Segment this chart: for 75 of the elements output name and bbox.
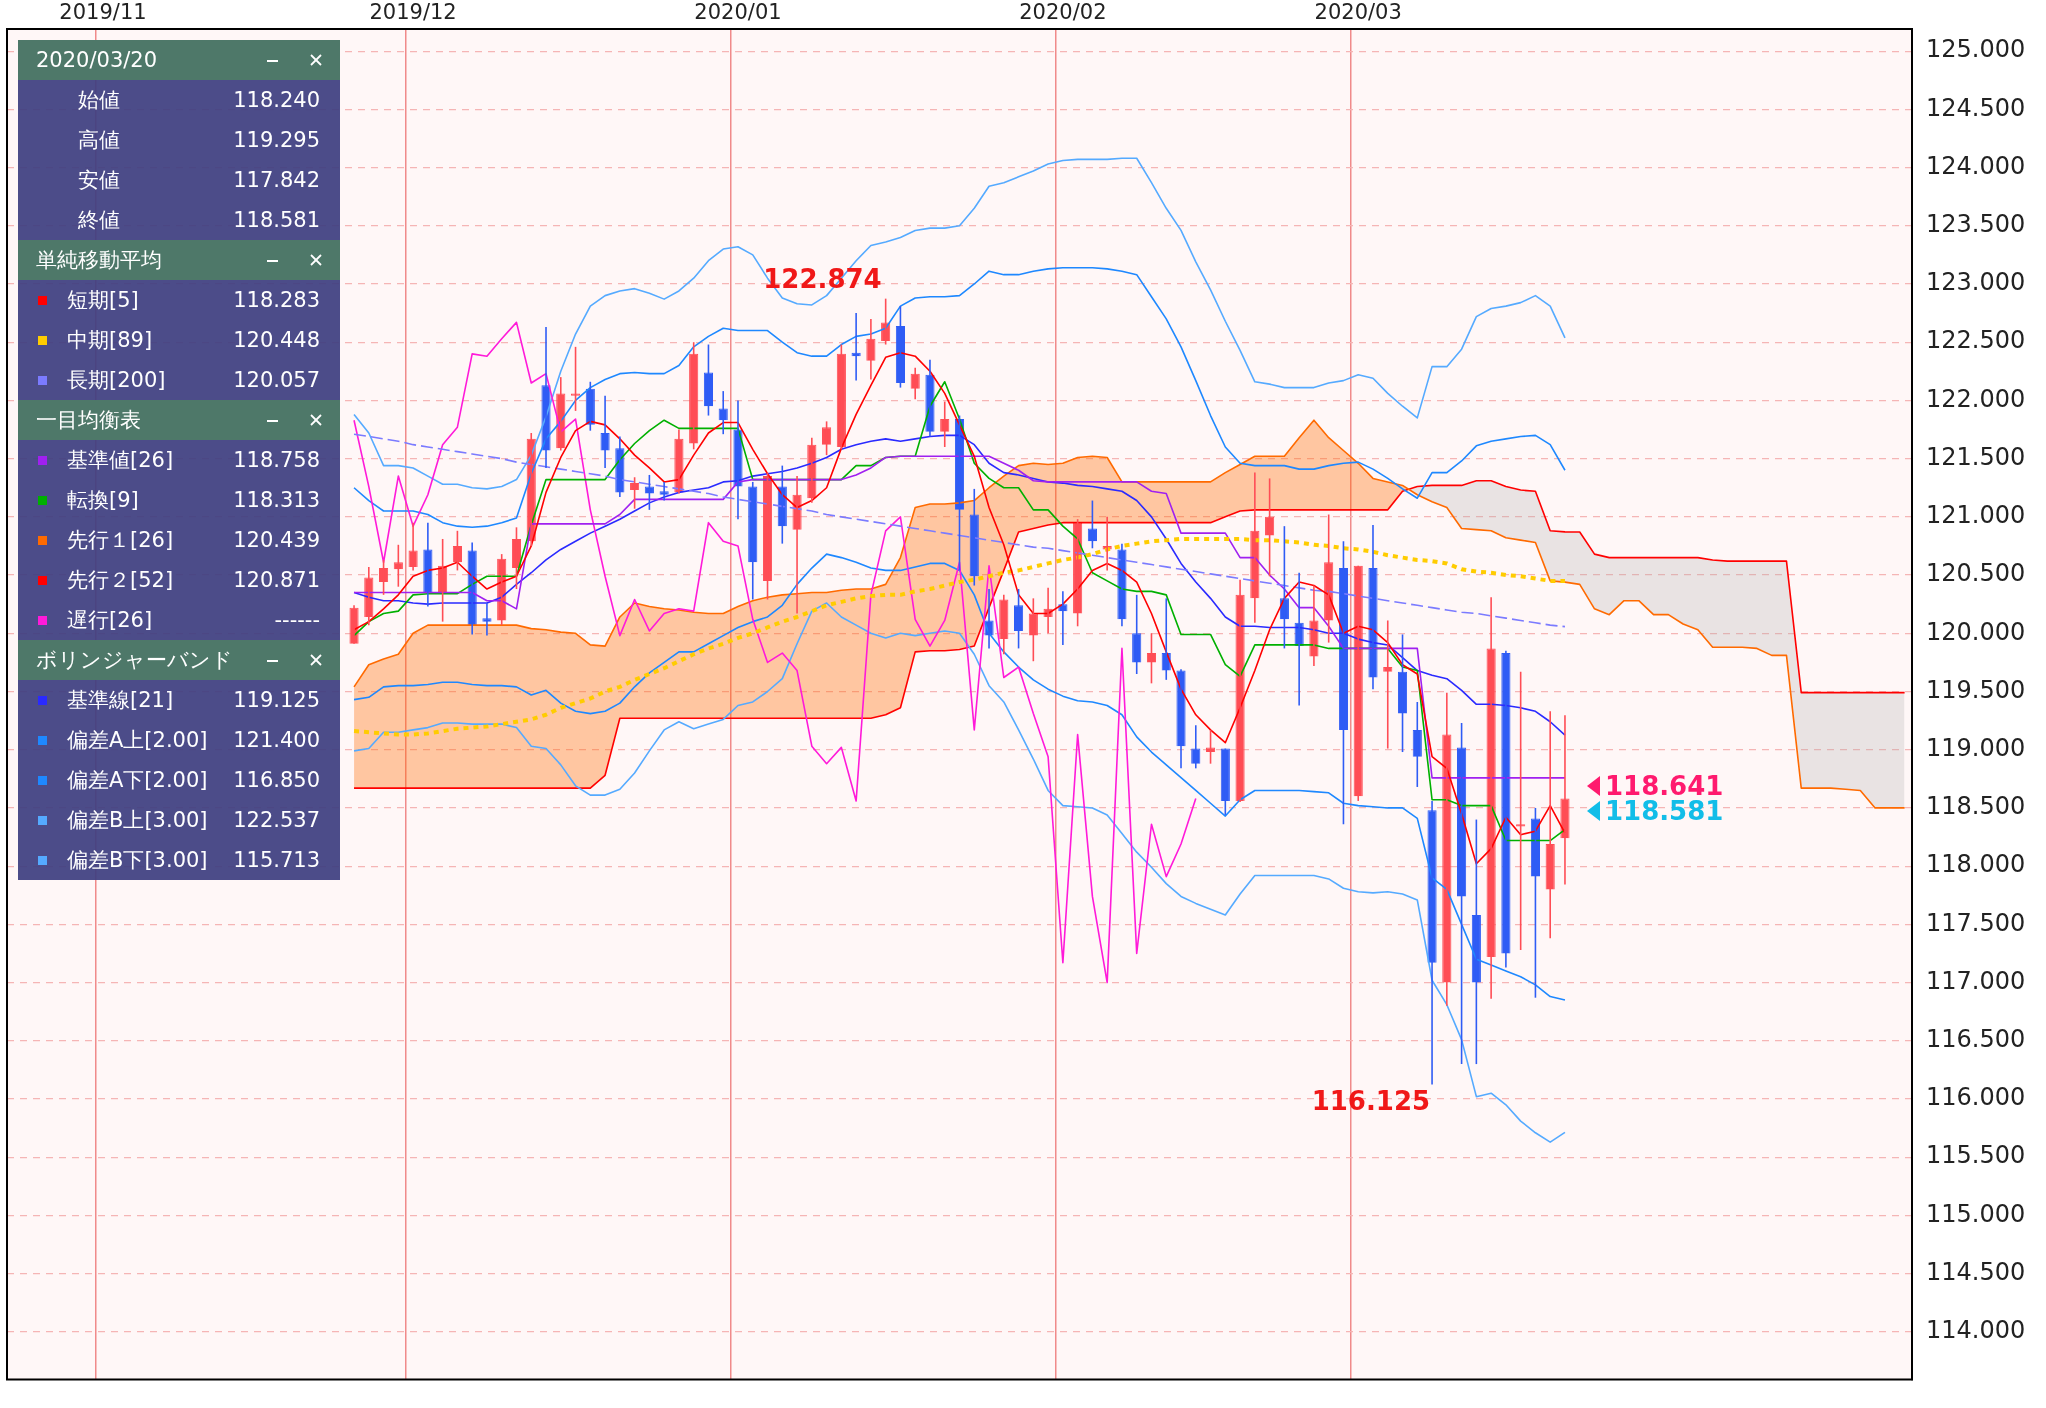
line-series (353, 433, 1566, 628)
y-tick-label: 117.500 (1926, 908, 2026, 937)
annotation: 121.400 (233, 728, 320, 752)
y-tick-label: 124.500 (1926, 93, 2026, 122)
y-tick-label: 123.500 (1926, 210, 2026, 238)
annotation: 119.295 (233, 128, 320, 152)
y-tick-label: 117.000 (1926, 966, 2026, 995)
annotation: 118.313 (233, 488, 320, 512)
line-series (352, 536, 1567, 737)
y-tick-label: 125.000 (1926, 35, 2026, 64)
annotation: 安値 (78, 167, 120, 194)
legend-label: 基準線[21] (67, 687, 174, 714)
y-tick-label: 122.500 (1926, 326, 2026, 355)
y-tick-label: 114.000 (1926, 1316, 2026, 1345)
annotation: 120.439 (233, 528, 320, 552)
legend-label: 長期[200] (67, 367, 166, 394)
y-tick-label: 123.000 (1926, 268, 2026, 297)
legend-label: 中期[89] (67, 327, 153, 354)
x-tick-label: 2019/12 (369, 0, 457, 24)
legend-label: 基準値[26] (67, 447, 174, 474)
y-tick-label: 115.500 (1926, 1141, 2026, 1170)
x-tick-label: 2020/01 (694, 0, 782, 24)
annotation: 2020/03/20 (36, 48, 158, 72)
legend-label: 偏差A下[2.00] (67, 767, 208, 794)
annotation: 高値 (78, 127, 120, 154)
legend-label: 先行２[52] (67, 567, 174, 594)
y-tick-label: 119.500 (1926, 675, 2026, 704)
annotation: 120.448 (233, 328, 320, 352)
annotation: 119.125 (233, 688, 320, 712)
y-tick-label: 122.000 (1926, 384, 2026, 413)
annotation: ボリンジャーバンド (36, 647, 233, 674)
annotation: 118.581 (233, 208, 320, 232)
panel-header: 2020/03/20 (18, 40, 340, 80)
annotation: 118.240 (233, 88, 320, 112)
annotation: 120.871 (233, 568, 320, 592)
annotation: 単純移動平均 (36, 247, 162, 274)
legend-label: 転換[9] (67, 487, 139, 514)
legend-label: 偏差A上[2.00] (67, 727, 208, 754)
x-tick-label: 2020/03 (1314, 0, 1402, 24)
annotation: 115.713 (233, 848, 320, 872)
candlestick (1205, 729, 1216, 765)
annotation: 一目均衡表 (36, 407, 141, 434)
legend-label: 短期[5] (67, 287, 139, 314)
y-tick-label: 120.500 (1926, 559, 2026, 588)
y-tick-label: 120.000 (1926, 617, 2026, 646)
y-tick-label: 115.000 (1926, 1199, 2026, 1228)
annotation: 122.537 (233, 808, 320, 832)
annotation: 120.057 (233, 368, 320, 392)
annotation: 118.581 (1604, 796, 1724, 827)
annotation: 117.842 (233, 168, 320, 192)
legend-label: 遅行[26] (67, 607, 153, 634)
x-tick-label: 2019/11 (59, 0, 147, 24)
y-tick-label: 119.000 (1926, 733, 2026, 762)
annotation: ------ (274, 608, 320, 632)
y-tick-label: 118.500 (1926, 792, 2026, 821)
y-tick-label: 124.000 (1926, 151, 2026, 180)
y-tick-label: 121.000 (1926, 501, 2026, 530)
panel-header: 一目均衡表 (18, 400, 340, 440)
annotation: 118.758 (233, 448, 320, 472)
y-tick-label: 118.000 (1926, 850, 2026, 879)
panel-header: 単純移動平均 (18, 240, 340, 280)
y-tick-label: 121.500 (1926, 442, 2026, 471)
y-tick-label: 116.500 (1926, 1025, 2026, 1054)
annotation: 116.125 (1311, 1086, 1431, 1117)
y-tick-label: 116.000 (1926, 1083, 2026, 1112)
legend-label: 偏差B下[3.00] (67, 847, 208, 874)
y-tick-label: 114.500 (1926, 1257, 2026, 1286)
panel-header: ボリンジャーバンド (18, 640, 340, 680)
legend-label: 先行１[26] (67, 527, 174, 554)
annotation: 始値 (78, 87, 120, 114)
annotation: 終値 (78, 207, 120, 234)
x-tick-label: 2020/02 (1019, 0, 1107, 24)
annotation: 118.283 (233, 288, 320, 312)
legend-label: 偏差B上[3.00] (67, 807, 208, 834)
annotation: 116.850 (233, 768, 320, 792)
